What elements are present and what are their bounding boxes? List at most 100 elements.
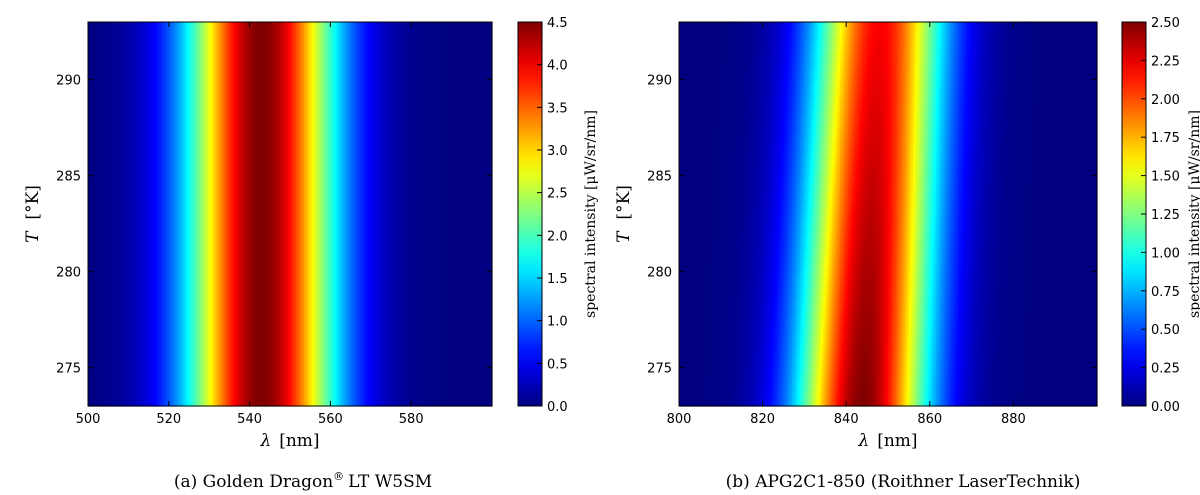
- heatmap-cell: [908, 158, 912, 167]
- heatmap-cell: [724, 62, 728, 71]
- heatmap-cell: [1044, 174, 1048, 183]
- heatmap-cell: [948, 182, 952, 191]
- heatmap-cell: [936, 118, 939, 127]
- heatmap-cell: [731, 134, 734, 143]
- heatmap-cell: [875, 46, 879, 55]
- heatmap-cell: [745, 110, 749, 119]
- heatmap-cell: [1061, 190, 1065, 199]
- heatmap-cell: [833, 78, 837, 87]
- heatmap-cell: [940, 166, 943, 175]
- heatmap-cell: [996, 54, 1000, 63]
- heatmap-cell: [888, 54, 891, 63]
- heatmap-cell: [825, 118, 828, 127]
- heatmap-cell: [956, 94, 960, 103]
- heatmap-cell: [752, 126, 755, 135]
- heatmap-cell: [791, 110, 795, 119]
- heatmap-cell: [1053, 54, 1056, 63]
- heatmap-cell: [816, 166, 820, 175]
- heatmap-cell: [760, 150, 764, 159]
- heatmap-cell: [892, 78, 895, 87]
- heatmap-cell: [923, 158, 927, 167]
- heatmap-cell: [1080, 190, 1083, 199]
- heatmap-cell: [1059, 158, 1063, 167]
- heatmap-cell: [992, 134, 996, 143]
- heatmap-cell: [800, 46, 803, 55]
- heatmap-cell: [858, 38, 862, 47]
- heatmap-cell: [758, 70, 762, 79]
- heatmap-cell: [1042, 118, 1046, 127]
- heatmap-cell: [804, 190, 808, 199]
- heatmap-cell: [760, 118, 764, 127]
- heatmap-cell: [787, 62, 791, 71]
- heatmap-cell: [1094, 126, 1098, 135]
- heatmap-cell: [902, 86, 906, 95]
- heatmap-cell: [904, 22, 908, 31]
- heatmap-cell: [691, 190, 695, 199]
- heatmap-cell: [967, 30, 971, 39]
- heatmap-cell: [877, 78, 881, 87]
- heatmap-cell: [1036, 86, 1040, 95]
- heatmap-cell: [722, 174, 726, 183]
- heatmap-cell: [806, 38, 810, 47]
- heatmap-cell: [1084, 174, 1088, 183]
- heatmap-cell: [858, 126, 862, 135]
- heatmap-cell: [718, 118, 722, 127]
- heatmap-cell: [965, 150, 969, 159]
- heatmap-cell: [1048, 158, 1052, 167]
- heatmap-cell: [1009, 150, 1012, 159]
- heatmap-cell: [948, 78, 952, 87]
- heatmap-cell: [879, 206, 883, 215]
- heatmap-cell: [449, 22, 453, 407]
- heatmap-cell: [1021, 190, 1025, 199]
- heatmap-cell: [1051, 118, 1054, 127]
- heatmap-cell: [1084, 22, 1088, 31]
- heatmap-cell: [775, 102, 778, 111]
- heatmap-cell: [875, 134, 879, 143]
- heatmap-cell: [735, 134, 739, 143]
- heatmap-cell: [712, 198, 716, 207]
- heatmap-cell: [743, 206, 747, 215]
- heatmap-cell: [1092, 142, 1096, 151]
- heatmap-cell: [752, 110, 755, 119]
- heatmap-cell: [898, 142, 902, 151]
- heatmap-cell: [1076, 102, 1079, 111]
- heatmap-cell: [1017, 46, 1021, 55]
- heatmap-cell: [961, 166, 964, 175]
- heatmap-cell: [896, 174, 900, 183]
- heatmap-cell: [1021, 62, 1025, 71]
- heatmap-cell: [825, 62, 828, 71]
- heatmap-cell: [994, 118, 998, 127]
- heatmap-cell: [1084, 190, 1088, 199]
- heatmap-cell: [883, 54, 887, 63]
- heatmap-cell: [965, 86, 969, 95]
- heatmap-cell: [892, 182, 895, 191]
- heatmap-cell: [846, 150, 849, 159]
- heatmap-cell: [716, 30, 720, 39]
- heatmap-cell: [1080, 22, 1083, 31]
- heatmap-cell: [762, 86, 766, 95]
- heatmap-cell: [1090, 22, 1094, 31]
- heatmap-cell: [923, 62, 927, 71]
- heatmap-cell: [1074, 142, 1077, 151]
- heatmap-cell: [697, 158, 701, 167]
- heatmap-cell: [1046, 134, 1050, 143]
- heatmap-cell: [1021, 142, 1025, 151]
- heatmap-cell: [679, 38, 682, 47]
- heatmap-cell: [787, 110, 791, 119]
- heatmap-cell: [963, 70, 966, 79]
- heatmap-cell: [1082, 62, 1086, 71]
- heatmap-cell: [800, 166, 803, 175]
- x-axis-symbol: λ: [259, 431, 271, 451]
- heatmap-cell: [860, 94, 864, 103]
- heatmap-cell: [699, 206, 703, 215]
- heatmap-cell: [770, 174, 774, 183]
- heatmap-cell: [965, 70, 969, 79]
- heatmap-cell: [699, 134, 703, 143]
- heatmap-cell: [1061, 118, 1065, 127]
- heatmap-cell: [821, 158, 824, 167]
- heatmap-cell: [1059, 46, 1063, 55]
- heatmap-cell: [810, 206, 814, 215]
- heatmap-cell: [831, 126, 835, 135]
- heatmap-cell: [731, 158, 734, 167]
- heatmap-cell: [929, 126, 933, 135]
